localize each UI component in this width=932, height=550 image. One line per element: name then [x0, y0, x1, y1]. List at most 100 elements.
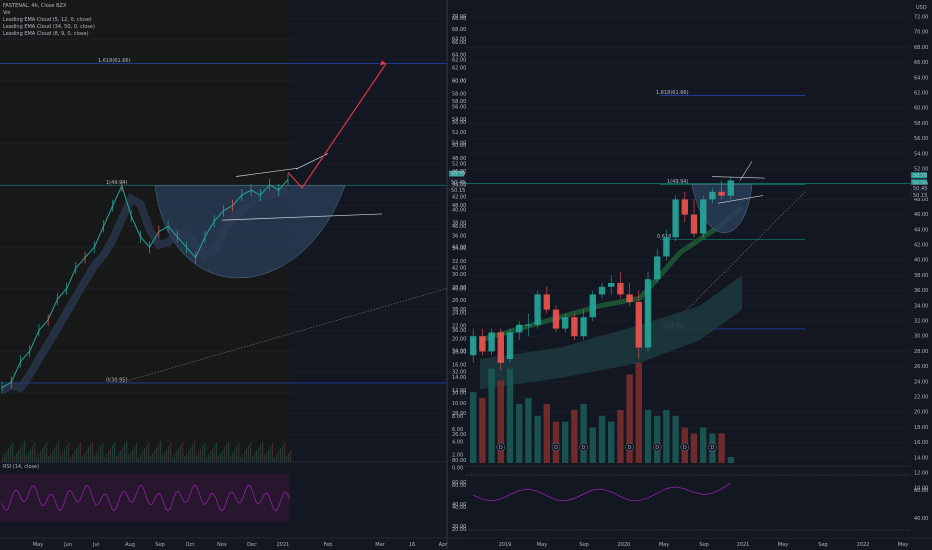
right-price-tick: 26.00: [914, 364, 928, 370]
right-volume-bar: [525, 398, 532, 463]
left-volume-bar: [242, 454, 244, 462]
right-price-tick: 42.00: [914, 243, 928, 249]
right-volume-bar: [663, 409, 670, 463]
left-volume-bar: [184, 456, 186, 462]
right-price-tick: 56.00: [914, 136, 928, 142]
overlay-axis-tick: 8.00: [452, 414, 463, 420]
left-rsi-tick: 60.00: [452, 483, 466, 489]
right-volume-bar: [626, 374, 633, 463]
left-price-badge: [448, 170, 465, 177]
right-candle-body: [589, 294, 596, 318]
left-volume-bar: [74, 451, 76, 462]
legend-ema-1[interactable]: Leading EMA Cloud (5, 12, 0, close): [3, 17, 92, 23]
left-volume-bar: [288, 453, 290, 462]
left-volume-bar: [88, 447, 90, 462]
rsi-legend[interactable]: RSI (14, close): [3, 464, 40, 470]
left-volume-bar: [102, 443, 104, 462]
left-volume-bar: [78, 445, 80, 462]
left-volume-bar: [192, 444, 194, 462]
left-volume-bar: [58, 441, 60, 462]
left-volume-bar: [244, 451, 246, 462]
right-candle-body: [525, 324, 532, 326]
right-price-badge-text: 50.50: [913, 180, 927, 186]
left-rsi-tick: 40.00: [452, 505, 466, 511]
left-price-tick: 54.00: [452, 141, 466, 147]
left-volume-bar: [24, 441, 26, 462]
right-candle-body: [580, 317, 587, 337]
left-volume-bar: [122, 447, 124, 462]
left-price-tick: 38.00: [452, 307, 466, 313]
left-volume-bar: [134, 446, 136, 462]
left-price-badge-text: 50.79: [451, 172, 465, 178]
left-time-tick: Mar: [375, 542, 385, 548]
right-candle-body: [470, 336, 477, 356]
right-candle-body: [709, 191, 716, 200]
wedge-lower-line: [221, 213, 383, 221]
legend-symbol[interactable]: FASTENAL, 4h, Close BZX: [3, 3, 67, 9]
left-volume-bar: [210, 451, 212, 462]
right-candle-body: [681, 199, 688, 215]
left-volume-bar: [100, 446, 102, 462]
overlay-axis-tick: 52.00: [452, 130, 466, 136]
left-volume-bar: [124, 444, 126, 462]
left-volume-bar: [164, 452, 166, 462]
left-volume-bar: [146, 445, 148, 462]
dividend-marker-label: D: [655, 445, 659, 451]
right-rsi-line: [473, 482, 731, 502]
right-price-tick: 28.00: [914, 349, 928, 355]
left-volume-bar: [216, 442, 218, 462]
legend-ema-2[interactable]: Leading EMA Cloud (34, 50, 0, close): [3, 24, 95, 30]
overlay-axis-tick: 10.00: [452, 401, 466, 407]
left-volume-bar: [96, 452, 98, 462]
left-volume-bar: [18, 450, 20, 462]
left-volume-bar: [272, 443, 274, 462]
left-volume-bar: [246, 448, 248, 462]
left-price-tick: 44.00: [452, 245, 466, 251]
left-price-tick: 62.00: [452, 58, 466, 64]
left-volume-bar: [40, 451, 42, 462]
left-volume-bar: [178, 448, 180, 462]
dividend-marker: [551, 442, 561, 452]
right-volume-bar: [562, 421, 569, 463]
right-price-tick: 12.00: [914, 471, 928, 477]
right-volume-bar: [598, 415, 606, 463]
overlay-axis-tick: 36.00: [452, 233, 466, 239]
left-volume-bar: [258, 447, 260, 462]
left-volume-bar: [130, 452, 132, 462]
left-volume-bar: [132, 449, 134, 462]
right-price-badge-text: 50.45: [913, 186, 927, 192]
left-volume-bar: [26, 455, 28, 462]
left-volume-bar: [212, 448, 214, 462]
legend-vol[interactable]: Vol: [3, 10, 11, 16]
dividend-marker: [708, 442, 717, 452]
left-volume-bar: [118, 453, 120, 462]
left-volume-bar: [228, 441, 230, 462]
right-time-tick: Sep: [579, 542, 588, 548]
left-time-tick: Aug: [125, 542, 135, 548]
dividend-marker-label: D: [710, 445, 714, 451]
right-candle-body: [663, 237, 670, 257]
currency-label[interactable]: USD: [916, 5, 927, 11]
left-volume-bar: [256, 450, 258, 462]
left-volume-bar: [110, 448, 112, 462]
left-volume-bar: [108, 451, 110, 462]
dividend-marker-label: D: [628, 445, 632, 451]
left-price-tick: 66.00: [452, 16, 466, 22]
left-volume-bar: [22, 444, 24, 462]
left-price-tick: 30.00: [452, 390, 466, 396]
left-rsi-tick: 20.00: [452, 527, 466, 533]
left-volume-bar: [94, 455, 96, 462]
left-volume-bar: [92, 441, 94, 462]
right-candle-body: [672, 199, 679, 238]
legend-ema-3[interactable]: Leading EMA Cloud (8, 9, 0, close): [3, 31, 89, 37]
left-volume-bar: [4, 454, 6, 462]
left-volume-bar: [136, 443, 138, 462]
right-volume-bar: [488, 368, 495, 463]
right-candle-body: [562, 317, 569, 329]
right-price-tick: 16.00: [914, 440, 928, 446]
dividend-marker-label: D: [683, 445, 687, 451]
left-volume-bar: [290, 450, 292, 462]
left-volume-bar: [8, 448, 10, 462]
overlay-axis-tick: 68.00: [452, 27, 466, 33]
